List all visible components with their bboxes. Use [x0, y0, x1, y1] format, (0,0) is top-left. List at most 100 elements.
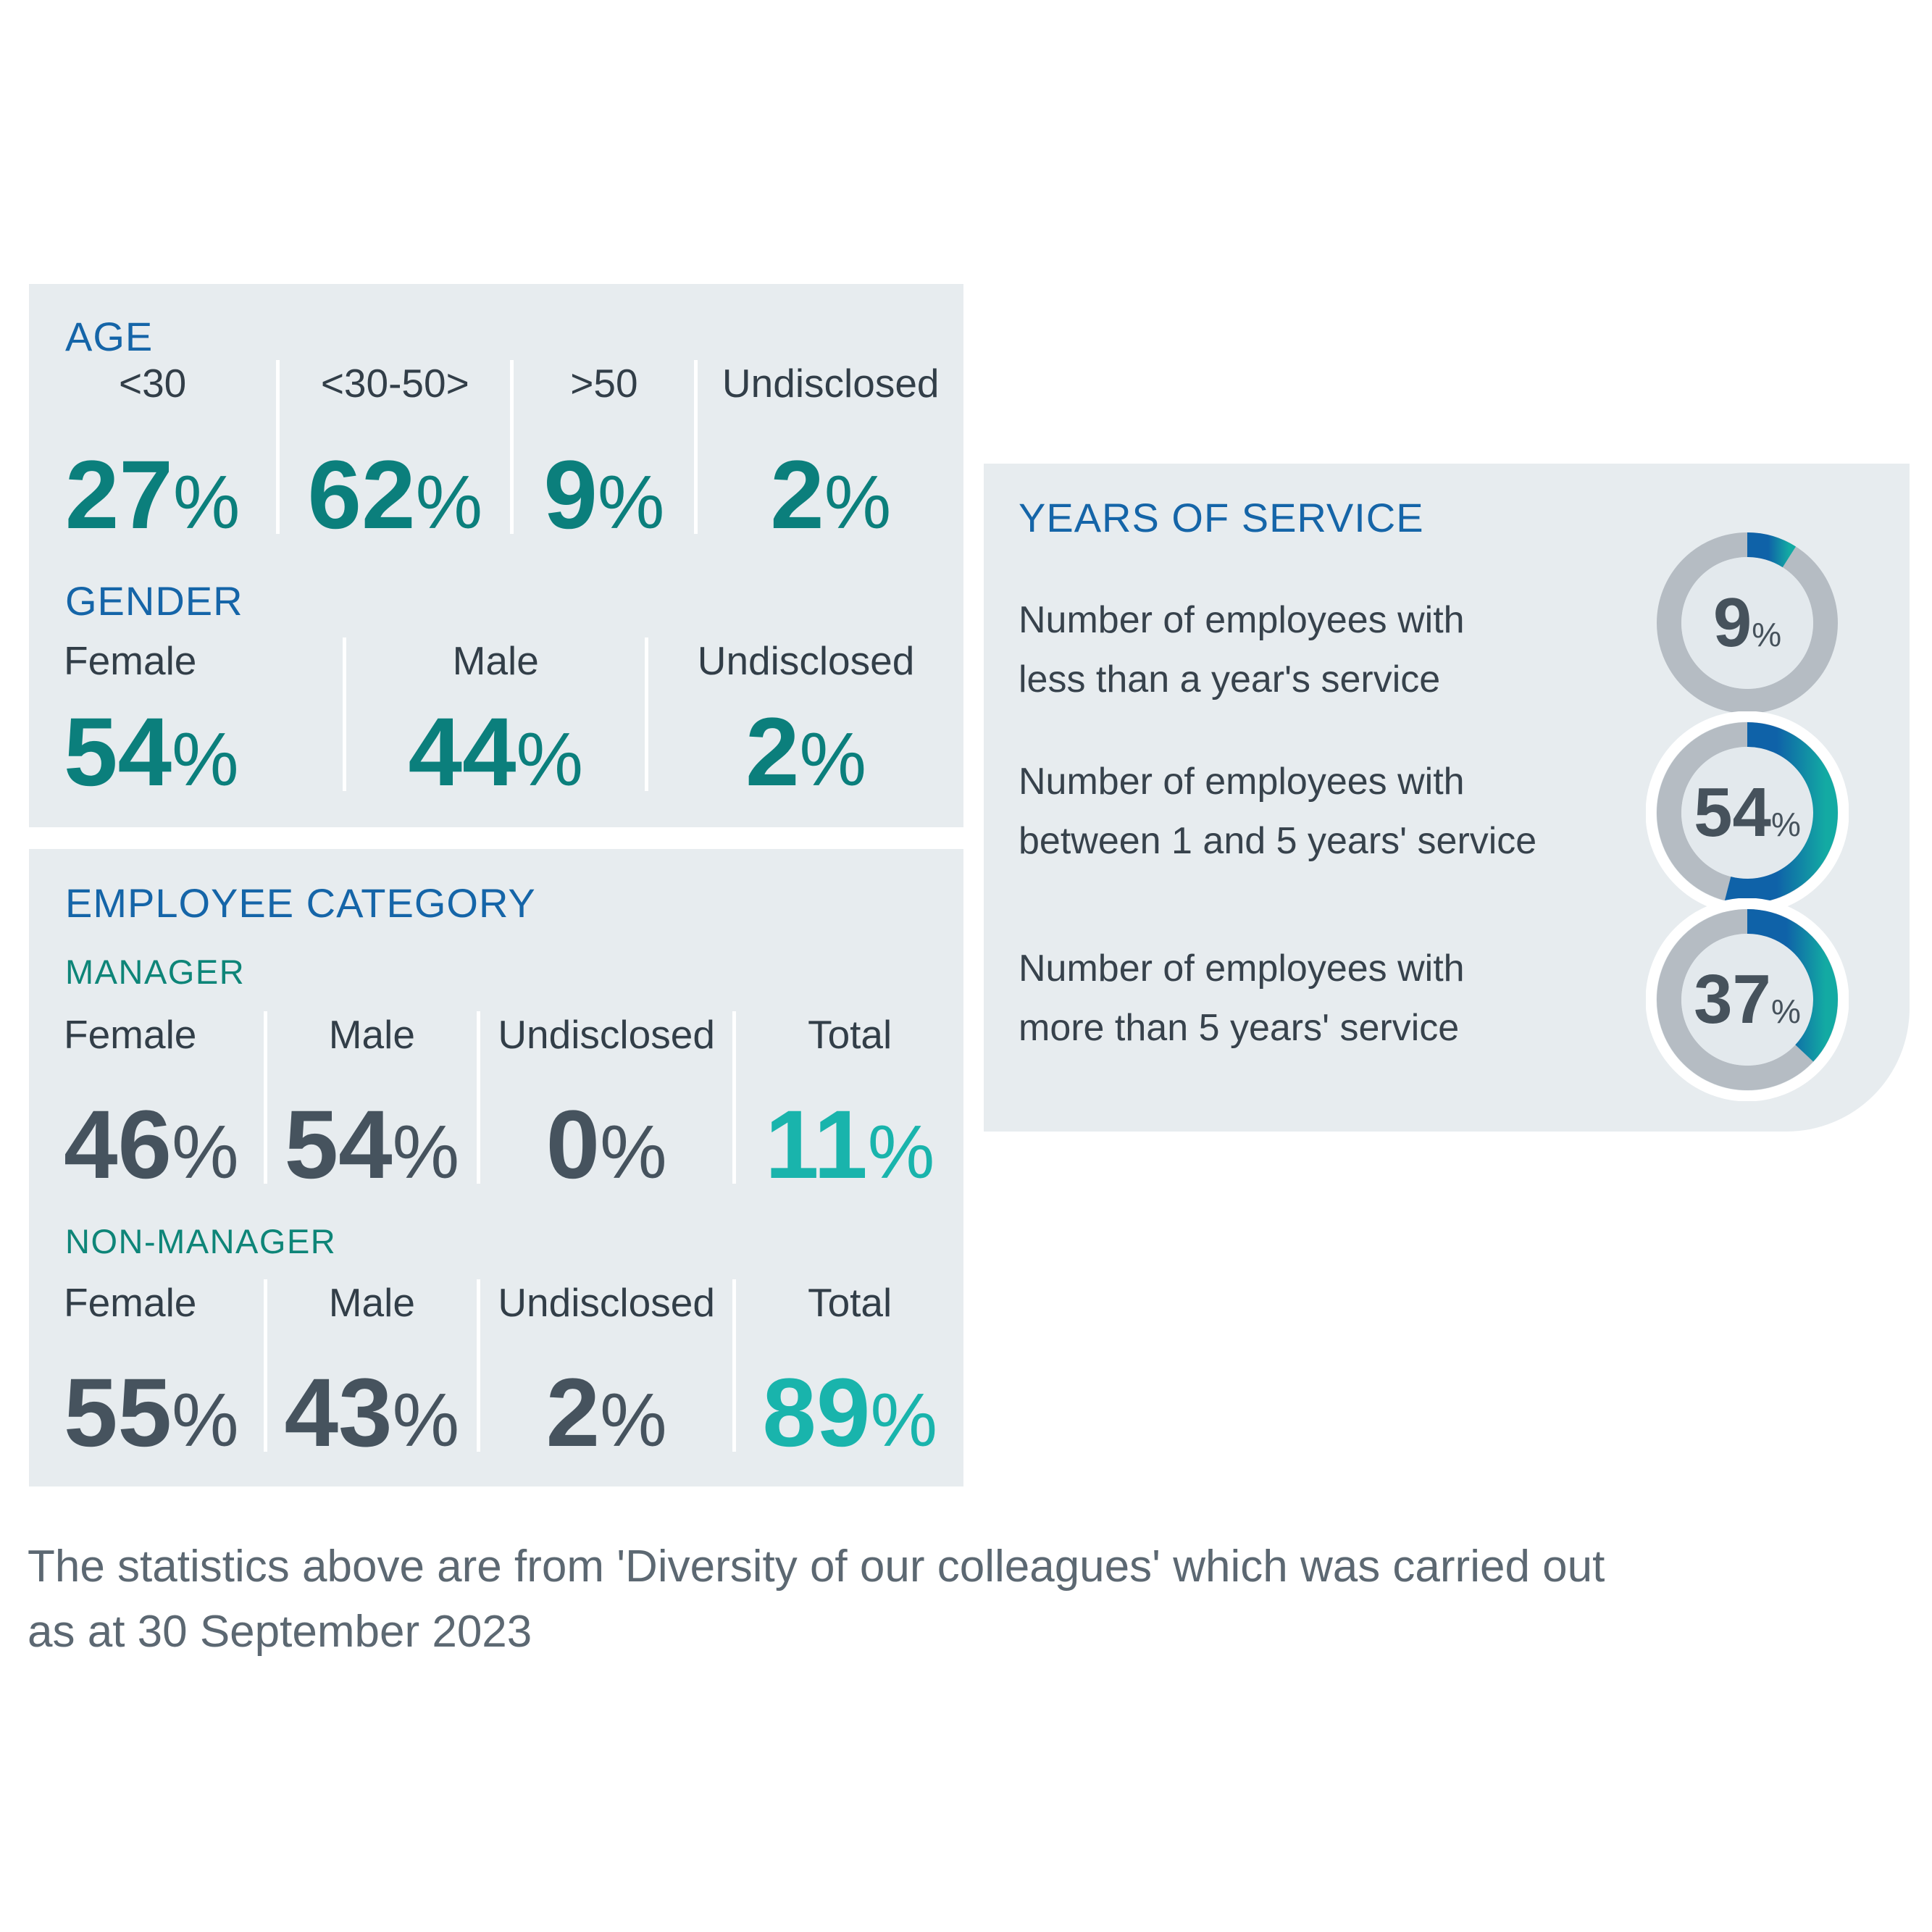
- non-manager-col-total: Total 89%: [732, 1279, 963, 1467]
- donut-label: 9%: [1713, 584, 1782, 661]
- service-row-text-1: Number of employees with less than a yea…: [1019, 590, 1613, 709]
- percent-sign: %: [867, 1110, 935, 1195]
- employee-category-panel: EMPLOYEE CATEGORY MANAGER Female 46% Mal…: [29, 849, 963, 1486]
- percent-sign: %: [1752, 616, 1782, 653]
- percent-sign: %: [600, 1378, 667, 1463]
- percent-sign: %: [172, 1110, 239, 1195]
- percent-sign: %: [600, 1110, 667, 1195]
- percent-sign: %: [172, 460, 241, 545]
- age-col-under30: <30 27%: [29, 360, 276, 549]
- age-label-30to50: <30-50>: [320, 361, 469, 406]
- age-label-under30: <30: [118, 361, 187, 406]
- donut-inner-disc: [1681, 557, 1813, 689]
- gender-value-undisclosed: 2%: [745, 698, 867, 806]
- manager-col-male: Male 54%: [263, 1011, 477, 1199]
- donut-svg: [1657, 532, 1838, 714]
- non-manager-value-total: 89%: [762, 1358, 937, 1467]
- manager-col-female: Female 46%: [29, 1011, 264, 1199]
- manager-value-undisclosed: 0%: [545, 1090, 667, 1199]
- age-label-over50: >50: [570, 361, 638, 406]
- non-manager-label-undisclosed: Undisclosed: [498, 1280, 715, 1325]
- source-note-line-2: as at 30 September 2023: [28, 1607, 532, 1657]
- non-manager-value-male: 43%: [284, 1358, 460, 1467]
- non-manager-label-total: Total: [808, 1280, 892, 1325]
- age-section-title: AGE: [65, 314, 154, 359]
- percent-sign: %: [1770, 992, 1801, 1030]
- service-text-line: Number of employees with: [1019, 599, 1465, 641]
- donut-inner-disc: [1681, 934, 1813, 1066]
- service-row-text-3: Number of employees with more than 5 yea…: [1019, 939, 1613, 1058]
- service-text-line: between 1 and 5 years' service: [1019, 820, 1537, 862]
- years-of-service-panel: YEARS OF SERVICE Number of employees wit…: [984, 464, 1910, 1132]
- manager-stats-row: Female 46% Male 54% Undisclosed 0% Total: [29, 1011, 963, 1199]
- gender-value-female: 54%: [64, 698, 239, 806]
- percent-sign: %: [172, 1378, 239, 1463]
- percent-sign: %: [392, 1378, 460, 1463]
- non-manager-stats-row: Female 55% Male 43% Undisclosed 2% Total: [29, 1279, 963, 1467]
- age-value-30to50: 62%: [307, 440, 483, 549]
- manager-subtitle: MANAGER: [65, 953, 246, 991]
- employee-category-title: EMPLOYEE CATEGORY: [65, 880, 536, 926]
- donut-arc: [1724, 722, 1838, 903]
- manager-label-total: Total: [808, 1012, 892, 1057]
- source-note: The statistics above are from 'Diversity…: [28, 1534, 1897, 1665]
- manager-value-female: 46%: [64, 1090, 239, 1199]
- age-label-undisclosed: Undisclosed: [722, 361, 940, 406]
- manager-label-female: Female: [64, 1012, 197, 1057]
- demographics-panel: AGE <30 27% <30-50> 62% >50 9%: [29, 284, 963, 827]
- age-value-under30: 27%: [64, 440, 241, 549]
- non-manager-col-male: Male 43%: [263, 1279, 477, 1467]
- manager-label-undisclosed: Undisclosed: [498, 1012, 715, 1057]
- age-stats-row: <30 27% <30-50> 62% >50 9% Undisclosed: [29, 360, 963, 549]
- manager-value-male: 54%: [284, 1090, 460, 1199]
- service-text-line: less than a year's service: [1019, 658, 1441, 701]
- manager-col-total: Total 11%: [732, 1011, 963, 1199]
- donut-inner-disc: [1681, 747, 1813, 879]
- non-manager-label-female: Female: [64, 1280, 197, 1325]
- service-row-text-2: Number of employees with between 1 and 5…: [1019, 752, 1613, 871]
- donut-arc: [1747, 909, 1838, 1062]
- age-value-over50: 9%: [543, 440, 665, 549]
- gender-label-female: Female: [64, 638, 197, 683]
- non-manager-col-undisclosed: Undisclosed 2%: [476, 1279, 732, 1467]
- manager-value-total: 11%: [765, 1090, 935, 1199]
- age-value-undisclosed: 2%: [770, 440, 892, 549]
- service-text-line: Number of employees with: [1019, 761, 1465, 803]
- manager-label-male: Male: [328, 1012, 415, 1057]
- gender-label-undisclosed: Undisclosed: [697, 638, 915, 683]
- manager-col-undisclosed: Undisclosed 0%: [476, 1011, 732, 1199]
- donut-chart-1-to-5-years: 54%: [1646, 711, 1849, 914]
- source-note-line-1: The statistics above are from 'Diversity…: [28, 1542, 1605, 1592]
- percent-sign: %: [870, 1378, 937, 1463]
- age-col-30to50: <30-50> 62%: [276, 360, 510, 549]
- donut-chart-less-than-1-year: 9%: [1646, 522, 1849, 724]
- percent-sign: %: [172, 717, 239, 802]
- percent-sign: %: [392, 1110, 460, 1195]
- donut-label: 54%: [1694, 774, 1801, 851]
- gender-section-title: GENDER: [65, 578, 243, 624]
- donut-label: 37%: [1694, 961, 1801, 1038]
- percent-sign: %: [516, 717, 584, 802]
- donut-chart-more-than-5-years: 37%: [1646, 898, 1849, 1101]
- non-manager-col-female: Female 55%: [29, 1279, 264, 1463]
- donut-halo: [1646, 898, 1849, 1101]
- percent-sign: %: [799, 717, 867, 802]
- age-col-over50: >50 9%: [510, 360, 694, 549]
- percent-sign: %: [1770, 806, 1801, 843]
- service-text-line: more than 5 years' service: [1019, 1007, 1460, 1049]
- non-manager-value-undisclosed: 2%: [545, 1358, 667, 1467]
- service-text-line: Number of employees with: [1019, 948, 1465, 990]
- gender-label-male: Male: [452, 638, 539, 683]
- percent-sign: %: [415, 460, 483, 545]
- gender-value-male: 44%: [408, 698, 584, 806]
- age-col-undisclosed: Undisclosed 2%: [694, 360, 963, 549]
- gender-col-female: Female 54%: [29, 637, 343, 806]
- percent-sign: %: [597, 460, 665, 545]
- donut-svg: [1646, 898, 1849, 1101]
- gender-stats-row: Female 54% Male 44% Undisclosed 2%: [29, 637, 963, 806]
- years-of-service-title: YEARS OF SERVICE: [1019, 495, 1424, 540]
- gender-col-undisclosed: Undisclosed 2%: [645, 637, 963, 806]
- non-manager-label-male: Male: [328, 1280, 415, 1325]
- donut-arc: [1747, 532, 1797, 568]
